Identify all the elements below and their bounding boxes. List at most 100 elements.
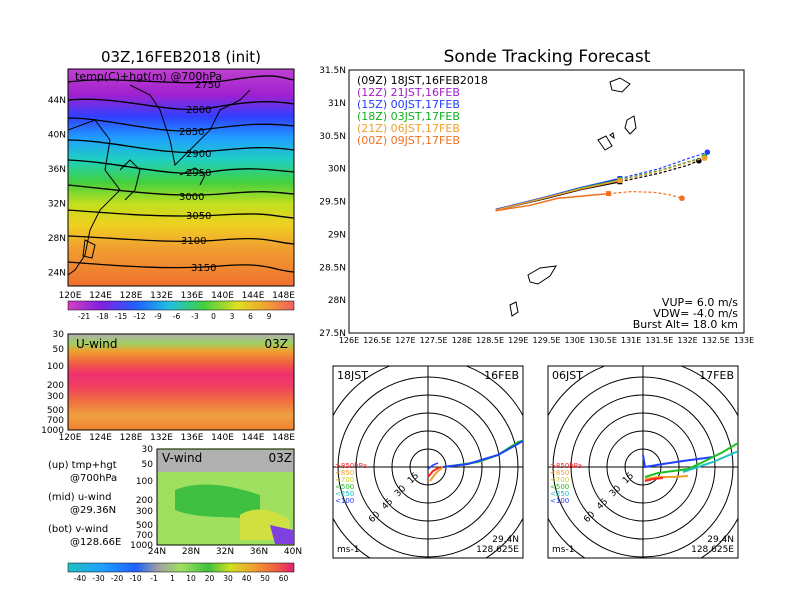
lat-tick-label: 36N — [48, 165, 66, 175]
contour-label: 2900 — [186, 149, 211, 160]
colorbar-label: -30 — [92, 574, 104, 583]
track-landing-marker — [704, 149, 711, 155]
track-line-dashed — [619, 151, 708, 180]
track-burst-marker — [606, 191, 612, 197]
legend-entry: (12Z) 21JST,16FEB — [357, 86, 460, 99]
hodo-legend-entry: <250 — [335, 490, 354, 498]
coastline — [119, 159, 141, 201]
hodo-time-label: 06JST — [552, 369, 583, 382]
hodo-trace — [644, 441, 738, 478]
hodo-legend-entry: <700 — [335, 476, 354, 484]
level-tick-label: 1000 — [130, 541, 153, 551]
map-lon-ticks: 120E 124E 128E 132E 136E 140E 144E 148E — [59, 291, 296, 301]
lat-tick-label: 30.5N — [319, 132, 346, 142]
legend-up-1: (up) tmp+hgt — [48, 460, 117, 471]
legend-entry: (15Z) 00JST,17FEB — [357, 98, 460, 111]
hodo-legend-entry: <100 — [550, 497, 569, 505]
contour-label: 3000 — [179, 192, 204, 203]
coastline — [609, 132, 615, 140]
hodo-units: ms-1 — [337, 545, 359, 555]
map-title: 03Z,16FEB2018 (init) — [101, 48, 261, 66]
coastline — [609, 77, 631, 93]
hodo-lat: 29.4N — [492, 535, 519, 545]
lon-tick-label: 131.5E — [645, 336, 673, 345]
contour-label: 2950 — [186, 168, 211, 179]
level-tick-label: 30 — [53, 330, 65, 340]
temp-colorbar-labels: -21 -18 -15 -12 -9 -6 -3 0 3 6 9 — [78, 312, 272, 321]
contour-line — [67, 235, 295, 245]
tracking-legend: (09Z) 18JST,16FEB2018(12Z) 21JST,16FEB(1… — [357, 74, 488, 147]
lon-tick-label: 136E — [181, 291, 204, 301]
level-tick-label: 500 — [47, 406, 64, 416]
level-tick-label: 700 — [136, 531, 153, 541]
hodo-units: ms-1 — [552, 545, 574, 555]
colorbar-label: -12 — [133, 312, 145, 321]
level-tick-label: 300 — [136, 507, 153, 517]
wind-colorbar-labels: -40 -30 -20 -10 -1 1 10 20 30 40 50 60 — [74, 574, 289, 583]
level-tick-label: 500 — [136, 521, 153, 531]
colorbar-label: 20 — [205, 574, 215, 583]
hodo-legend-entry: <250 — [550, 490, 569, 498]
lon-tick-label: 120E — [59, 291, 82, 301]
hodo-trace — [642, 454, 714, 469]
uwind-time: 03Z — [265, 337, 289, 351]
lat-tick-label: 24N — [48, 269, 66, 279]
tracking-lat-ticks: 31.5N 31N 30.5N 30N 29.5N 29N 28.5N 28N 27.5N — [319, 66, 346, 339]
colorbar-label: 9 — [267, 312, 272, 321]
track-line-dashed — [608, 191, 683, 199]
colorbar-label: 30 — [223, 574, 233, 583]
colorbar-label: 40 — [242, 574, 252, 583]
track-line-dashed — [619, 160, 700, 183]
lon-tick-label: 144E — [242, 433, 265, 443]
vwind-gray-band — [158, 450, 293, 472]
lat-tick-label: 28N — [328, 296, 346, 306]
lat-tick-label: 28N — [48, 234, 66, 244]
lon-tick-label: 128E — [120, 291, 143, 301]
uwind-plot-area — [67, 333, 295, 431]
level-tick-label: 50 — [53, 345, 65, 355]
contour-line — [67, 139, 295, 154]
level-tick-label: 200 — [47, 381, 64, 391]
colorbar-label: -40 — [74, 574, 86, 583]
contour-label: 2800 — [186, 105, 211, 116]
temperature-map-panel: 03Z,16FEB2018 (init) temp(C)+hgt(m) @700… — [48, 48, 295, 321]
hodo-lon: 128.625E — [691, 545, 734, 555]
lon-tick-label: 124E — [89, 291, 112, 301]
level-tick-label: 100 — [47, 362, 64, 372]
lat-tick-label: 40N — [48, 131, 66, 141]
lon-tick-label: 120E — [59, 433, 82, 443]
coastline — [597, 135, 613, 151]
contour-line — [67, 75, 295, 84]
coastline — [179, 167, 206, 186]
colorbar-label: 0 — [211, 312, 216, 321]
vup-text: VUP= 6.0 m/s — [662, 296, 738, 309]
contour-line — [67, 209, 295, 219]
lat-tick-label: 36N — [250, 547, 268, 557]
lon-tick-label: 132E — [677, 336, 697, 345]
contour-label: 2750 — [195, 80, 220, 91]
contour-label: 3100 — [181, 236, 206, 247]
lat-tick-label: 32N — [216, 547, 234, 557]
level-tick-label: 30 — [142, 445, 154, 455]
vwind-shading — [175, 484, 260, 520]
contour-line — [67, 98, 295, 111]
legend-up-2: @700hPa — [70, 473, 117, 484]
level-tick-label: 1000 — [41, 426, 64, 436]
vdw-text: VDW= -4.0 m/s — [653, 307, 738, 320]
uwind-lon-ticks: 120E 124E 128E 132E 136E 140E 144E 148E — [59, 433, 296, 443]
uwind-title: U-wind — [76, 337, 117, 351]
lon-tick-label: 148E — [272, 433, 295, 443]
track-line-dashed — [619, 157, 705, 182]
hodo-time-label: 18JST — [337, 369, 368, 382]
panel-legend-text: (up) tmp+hgt @700hPa (mid) u-wind @29.36… — [48, 460, 121, 548]
track-line-solid — [495, 192, 609, 212]
legend-entry: (18Z) 03JST,17FEB — [357, 110, 460, 123]
lon-tick-label: 140E — [211, 291, 234, 301]
hodo-legend-entry: <100 — [335, 497, 354, 505]
hodo-trace — [427, 462, 439, 470]
